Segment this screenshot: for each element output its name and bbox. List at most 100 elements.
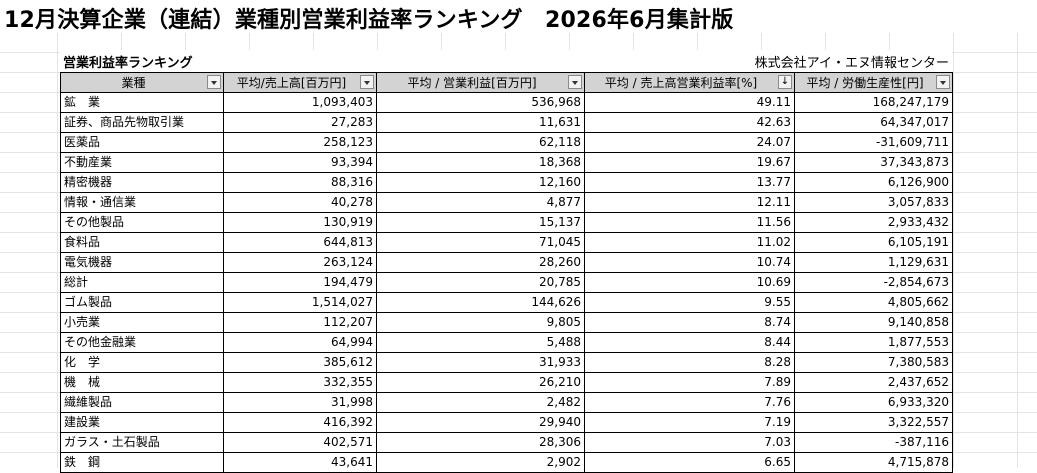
operating-margin-cell[interactable]: 7.19 — [584, 412, 795, 433]
operating-profit-cell[interactable]: 5,488 — [376, 332, 585, 353]
industry-cell[interactable]: 鉄 鋼 — [60, 452, 224, 473]
operating-profit-cell[interactable]: 536,968 — [376, 92, 585, 113]
operating-profit-cell[interactable]: 2,482 — [376, 392, 585, 413]
filter-dropdown-icon[interactable] — [568, 75, 582, 89]
operating-profit-cell[interactable]: 62,118 — [376, 132, 585, 153]
operating-margin-cell[interactable]: 8.28 — [584, 352, 795, 373]
header-industry[interactable]: 業種 — [60, 72, 224, 93]
operating-profit-cell[interactable]: 20,785 — [376, 272, 585, 293]
sales-cell[interactable]: 332,355 — [223, 372, 377, 393]
labor-productivity-cell[interactable]: 3,057,833 — [794, 192, 953, 213]
operating-margin-cell[interactable]: 7.89 — [584, 372, 795, 393]
labor-productivity-cell[interactable]: 1,129,631 — [794, 252, 953, 273]
industry-cell[interactable]: 電気機器 — [60, 252, 224, 273]
labor-productivity-cell[interactable]: 3,322,557 — [794, 412, 953, 433]
sales-cell[interactable]: 263,124 — [223, 252, 377, 273]
labor-productivity-cell[interactable]: 2,933,432 — [794, 212, 953, 233]
industry-cell[interactable]: その他金融業 — [60, 332, 224, 353]
labor-productivity-cell[interactable]: 7,380,583 — [794, 352, 953, 373]
operating-margin-cell[interactable]: 7.03 — [584, 432, 795, 453]
sales-cell[interactable]: 1,093,403 — [223, 92, 377, 113]
labor-productivity-cell[interactable]: 64,347,017 — [794, 112, 953, 133]
operating-profit-cell[interactable]: 9,805 — [376, 312, 585, 333]
operating-margin-cell[interactable]: 42.63 — [584, 112, 795, 133]
operating-margin-cell[interactable]: 24.07 — [584, 132, 795, 153]
labor-productivity-cell[interactable]: 4,805,662 — [794, 292, 953, 313]
operating-margin-cell[interactable]: 8.74 — [584, 312, 795, 333]
labor-productivity-cell[interactable]: -387,116 — [794, 432, 953, 453]
sales-cell[interactable]: 40,278 — [223, 192, 377, 213]
operating-profit-cell[interactable]: 4,877 — [376, 192, 585, 213]
labor-productivity-cell[interactable]: 6,105,191 — [794, 232, 953, 253]
header-avg-labor-productivity[interactable]: 平均 / 労働生産性[円] — [794, 72, 953, 93]
operating-margin-cell[interactable]: 10.69 — [584, 272, 795, 293]
industry-cell[interactable]: 化 学 — [60, 352, 224, 373]
operating-margin-cell[interactable]: 13.77 — [584, 172, 795, 193]
operating-margin-cell[interactable]: 49.11 — [584, 92, 795, 113]
sales-cell[interactable]: 93,394 — [223, 152, 377, 173]
operating-margin-cell[interactable]: 10.74 — [584, 252, 795, 273]
sales-cell[interactable]: 64,994 — [223, 332, 377, 353]
industry-cell[interactable]: 精密機器 — [60, 172, 224, 193]
industry-cell[interactable]: 情報・通信業 — [60, 192, 224, 213]
industry-cell[interactable]: 医薬品 — [60, 132, 224, 153]
industry-cell[interactable]: ゴム製品 — [60, 292, 224, 313]
labor-productivity-cell[interactable]: 168,247,179 — [794, 92, 953, 113]
sales-cell[interactable]: 644,813 — [223, 232, 377, 253]
operating-margin-cell[interactable]: 8.44 — [584, 332, 795, 353]
industry-cell[interactable]: ガラス・土石製品 — [60, 432, 224, 453]
industry-cell[interactable]: 小売業 — [60, 312, 224, 333]
labor-productivity-cell[interactable]: -2,854,673 — [794, 272, 953, 293]
operating-margin-cell[interactable]: 19.67 — [584, 152, 795, 173]
operating-margin-cell[interactable]: 11.02 — [584, 232, 795, 253]
sales-cell[interactable]: 130,919 — [223, 212, 377, 233]
operating-margin-cell[interactable]: 11.56 — [584, 212, 795, 233]
header-avg-operating-profit[interactable]: 平均 / 営業利益[百万円] — [376, 72, 585, 93]
operating-profit-cell[interactable]: 26,210 — [376, 372, 585, 393]
industry-cell[interactable]: 建設業 — [60, 412, 224, 433]
sales-cell[interactable]: 1,514,027 — [223, 292, 377, 313]
sales-cell[interactable]: 385,612 — [223, 352, 377, 373]
filter-dropdown-icon[interactable] — [360, 75, 374, 89]
labor-productivity-cell[interactable]: 6,933,320 — [794, 392, 953, 413]
operating-profit-cell[interactable]: 71,045 — [376, 232, 585, 253]
operating-margin-cell[interactable]: 6.65 — [584, 452, 795, 473]
operating-profit-cell[interactable]: 11,631 — [376, 112, 585, 133]
operating-profit-cell[interactable]: 31,933 — [376, 352, 585, 373]
sales-cell[interactable]: 31,998 — [223, 392, 377, 413]
sales-cell[interactable]: 402,571 — [223, 432, 377, 453]
labor-productivity-cell[interactable]: 6,126,900 — [794, 172, 953, 193]
industry-cell[interactable]: 不動産業 — [60, 152, 224, 173]
sales-cell[interactable]: 27,283 — [223, 112, 377, 133]
industry-cell[interactable]: 証券、商品先物取引業 — [60, 112, 224, 133]
operating-profit-cell[interactable]: 15,137 — [376, 212, 585, 233]
industry-cell[interactable]: その他製品 — [60, 212, 224, 233]
sheet-title[interactable]: 12月決算企業（連結）業種別営業利益率ランキング 2026年6月集計版 — [4, 8, 734, 33]
industry-cell[interactable]: 食料品 — [60, 232, 224, 253]
operating-profit-cell[interactable]: 144,626 — [376, 292, 585, 313]
operating-profit-cell[interactable]: 18,368 — [376, 152, 585, 173]
filter-dropdown-icon[interactable] — [936, 75, 950, 89]
operating-profit-cell[interactable]: 28,260 — [376, 252, 585, 273]
company-name[interactable]: 株式会社アイ・エヌ情報センター — [754, 56, 949, 71]
sales-cell[interactable]: 112,207 — [223, 312, 377, 333]
sales-cell[interactable]: 258,123 — [223, 132, 377, 153]
labor-productivity-cell[interactable]: 4,715,878 — [794, 452, 953, 473]
operating-profit-cell[interactable]: 28,306 — [376, 432, 585, 453]
labor-productivity-cell[interactable]: 2,437,652 — [794, 372, 953, 393]
operating-margin-cell[interactable]: 7.76 — [584, 392, 795, 413]
labor-productivity-cell[interactable]: 9,140,858 — [794, 312, 953, 333]
sort-descending-icon[interactable]: ↓ — [778, 75, 792, 89]
industry-cell[interactable]: 繊維製品 — [60, 392, 224, 413]
operating-profit-cell[interactable]: 2,902 — [376, 452, 585, 473]
filter-dropdown-icon[interactable] — [207, 75, 221, 89]
header-avg-sales[interactable]: 平均/売上高[百万円] — [223, 72, 377, 93]
sales-cell[interactable]: 88,316 — [223, 172, 377, 193]
industry-cell[interactable]: 鉱 業 — [60, 92, 224, 113]
labor-productivity-cell[interactable]: -31,609,711 — [794, 132, 953, 153]
sales-cell[interactable]: 416,392 — [223, 412, 377, 433]
industry-cell[interactable]: 機 械 — [60, 372, 224, 393]
operating-profit-cell[interactable]: 29,940 — [376, 412, 585, 433]
labor-productivity-cell[interactable]: 1,877,553 — [794, 332, 953, 353]
sales-cell[interactable]: 43,641 — [223, 452, 377, 473]
